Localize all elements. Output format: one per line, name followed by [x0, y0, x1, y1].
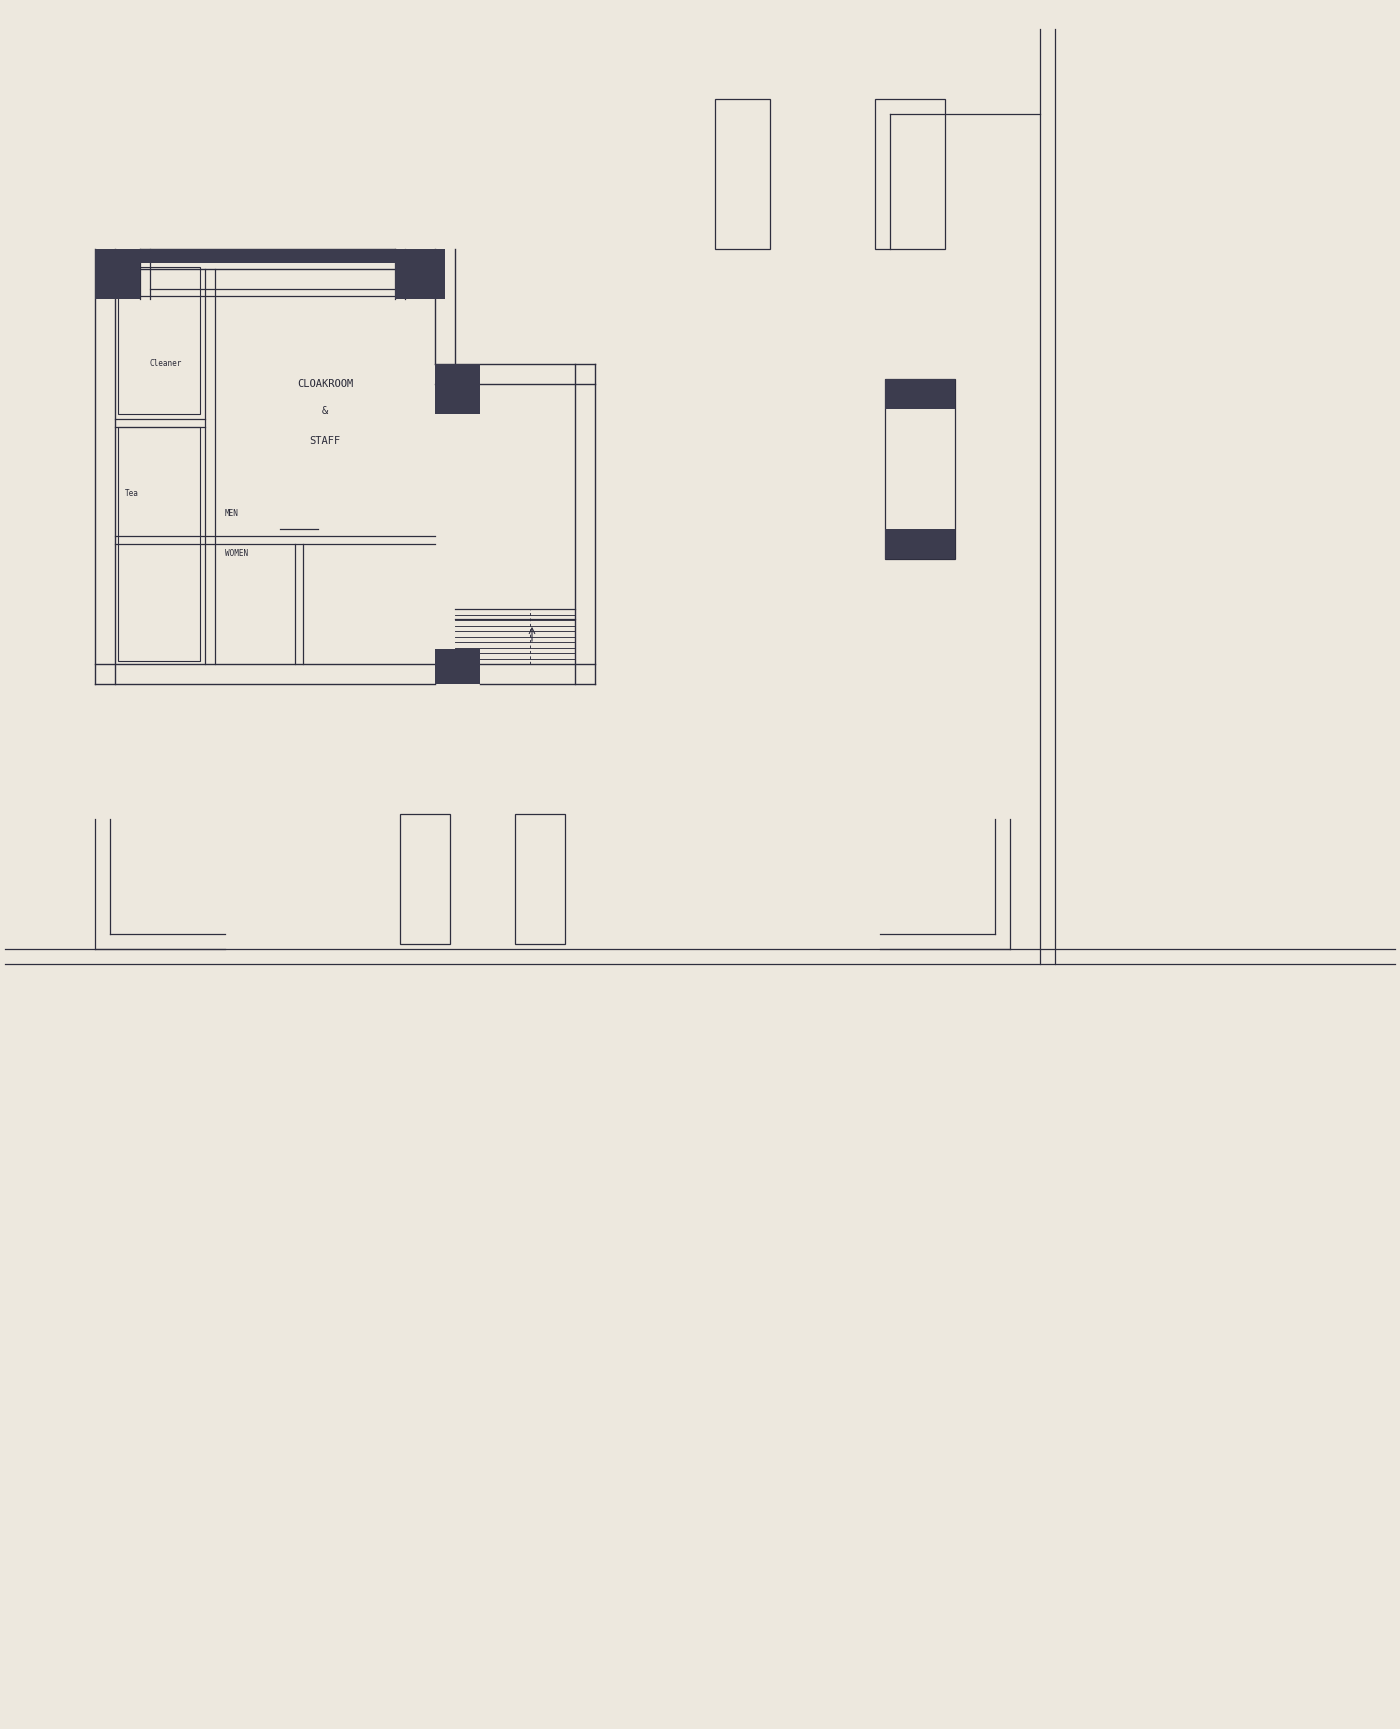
Bar	[885, 379, 955, 410]
Bar	[435, 365, 480, 413]
Bar	[400, 814, 449, 944]
Bar	[885, 379, 955, 558]
Text: WOMEN: WOMEN	[225, 550, 248, 558]
Bar	[95, 249, 140, 299]
Text: MEN: MEN	[225, 510, 239, 519]
Bar	[875, 99, 945, 249]
Bar	[885, 529, 955, 558]
Bar	[715, 99, 770, 249]
Bar	[118, 266, 200, 413]
Bar	[140, 249, 435, 263]
Bar	[435, 648, 480, 685]
Text: &: &	[322, 406, 328, 417]
Text: Cleaner: Cleaner	[150, 360, 182, 368]
Text: Tea: Tea	[125, 489, 139, 498]
Text: STAFF: STAFF	[309, 436, 340, 446]
Bar	[118, 427, 200, 660]
Bar	[515, 814, 566, 944]
Text: CLOAKROOM: CLOAKROOM	[297, 379, 353, 389]
Bar	[395, 249, 445, 299]
